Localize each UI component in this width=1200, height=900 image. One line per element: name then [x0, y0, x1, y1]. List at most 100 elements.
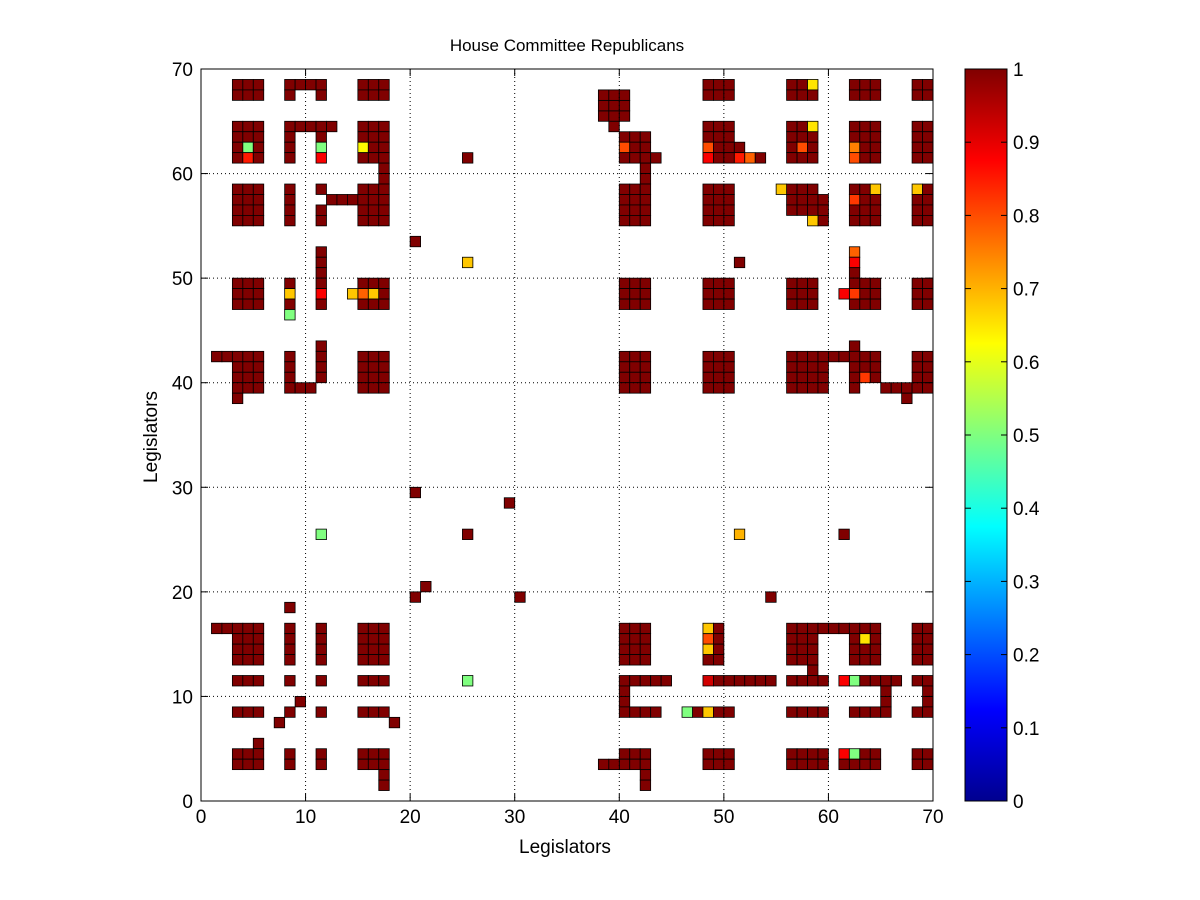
- heatmap-cell: [859, 288, 871, 300]
- heatmap-cell: [702, 350, 714, 363]
- heatmap-cell: [911, 633, 923, 645]
- heatmap-cell: [284, 371, 296, 384]
- heatmap-cell: [462, 152, 474, 164]
- heatmap-cell: [639, 173, 652, 185]
- heatmap-cell: [378, 141, 390, 154]
- chart-title: House Committee Republicans: [450, 36, 684, 55]
- heatmap-cell: [859, 194, 871, 206]
- heatmap-cell: [859, 643, 871, 656]
- heatmap-cell: [807, 675, 819, 687]
- heatmap-cell: [315, 120, 327, 133]
- heatmap-cell: [284, 622, 296, 635]
- heatmap-cell: [807, 183, 819, 195]
- heatmap-cell: [252, 633, 265, 645]
- heatmap-cell: [775, 183, 788, 195]
- heatmap-cell: [294, 382, 306, 394]
- heatmap-cell: [848, 152, 861, 164]
- heatmap-cell: [796, 79, 808, 91]
- heatmap-cell: [231, 183, 244, 195]
- heatmap-cell: [367, 748, 380, 760]
- heatmap-cell: [848, 643, 861, 656]
- heatmap-cell: [922, 633, 934, 645]
- heatmap-cell: [284, 183, 296, 195]
- heatmap-cell: [639, 748, 652, 760]
- heatmap-cell: [336, 194, 348, 206]
- heatmap-cell: [629, 643, 641, 656]
- heatmap-cell: [284, 382, 296, 394]
- heatmap-cell: [231, 758, 244, 771]
- heatmap-cell: [869, 120, 882, 133]
- heatmap-cell: [639, 204, 652, 216]
- heatmap-cell: [807, 277, 819, 289]
- heatmap-cell: [378, 131, 390, 143]
- heatmap-cell: [765, 675, 777, 687]
- heatmap-cell: [367, 277, 380, 289]
- heatmap-cell: [869, 152, 882, 164]
- heatmap-cell: [639, 361, 652, 373]
- heatmap-cell: [786, 131, 798, 143]
- heatmap-cell: [869, 371, 882, 384]
- heatmap-cell: [922, 79, 934, 91]
- heatmap-cell: [796, 706, 808, 718]
- heatmap-cell: [367, 288, 380, 300]
- heatmap-cell: [922, 696, 934, 708]
- heatmap-cell: [723, 675, 735, 687]
- heatmap-cell: [807, 654, 819, 666]
- heatmap-cell: [639, 152, 652, 164]
- heatmap-cell: [618, 748, 631, 760]
- heatmap-cell: [252, 288, 265, 300]
- heatmap-cell: [378, 706, 390, 718]
- colorbar-tick-label: 1: [1013, 60, 1024, 81]
- heatmap-cell: [221, 350, 233, 363]
- heatmap-cell: [922, 361, 934, 373]
- heatmap-cell: [608, 110, 620, 122]
- heatmap-cell: [859, 371, 871, 384]
- heatmap-cell: [357, 371, 369, 384]
- heatmap-cell: [242, 288, 254, 300]
- heatmap-cell: [723, 204, 735, 216]
- heatmap-cell: [911, 622, 923, 635]
- heatmap-cell: [807, 622, 819, 635]
- heatmap-cell: [252, 675, 265, 687]
- heatmap-cell: [639, 706, 652, 718]
- heatmap-cell: [713, 194, 725, 206]
- heatmap-cell: [817, 622, 829, 635]
- heatmap-cell: [807, 141, 819, 154]
- y-tick-label: 10: [172, 687, 193, 708]
- heatmap-cell: [911, 288, 923, 300]
- heatmap-cell: [608, 99, 620, 112]
- heatmap-cell: [242, 622, 254, 635]
- heatmap-cell: [723, 152, 735, 164]
- heatmap-cell: [922, 277, 934, 289]
- heatmap-cell: [284, 706, 296, 718]
- heatmap-cell: [378, 214, 390, 227]
- heatmap-cell: [901, 382, 913, 394]
- heatmap-cell: [807, 758, 819, 771]
- heatmap-cell: [284, 350, 296, 363]
- heatmap-cell: [284, 654, 296, 666]
- heatmap-cell: [817, 214, 829, 227]
- heatmap-cell: [252, 382, 265, 394]
- heatmap-cell: [859, 675, 871, 687]
- heatmap-cell: [252, 131, 265, 143]
- heatmap-cell: [786, 706, 798, 718]
- heatmap-cell: [922, 371, 934, 384]
- heatmap-cell: [242, 382, 254, 394]
- heatmap-cell: [817, 361, 829, 373]
- heatmap-cell: [357, 622, 369, 635]
- heatmap-cell: [869, 214, 882, 227]
- heatmap-cell: [315, 654, 327, 666]
- heatmap-cell: [315, 152, 327, 164]
- heatmap-cell: [713, 214, 725, 227]
- heatmap-cell: [367, 643, 380, 656]
- heatmap-cell: [859, 120, 871, 133]
- heatmap-cell: [859, 183, 871, 195]
- heatmap-cell: [880, 685, 892, 697]
- heatmap-cell: [367, 361, 380, 373]
- heatmap-cell: [252, 654, 265, 666]
- heatmap-cell: [796, 183, 808, 195]
- heatmap-cell: [231, 79, 244, 91]
- heatmap-cell: [618, 141, 631, 154]
- heatmap-cell: [346, 194, 359, 206]
- heatmap-cell: [284, 152, 296, 164]
